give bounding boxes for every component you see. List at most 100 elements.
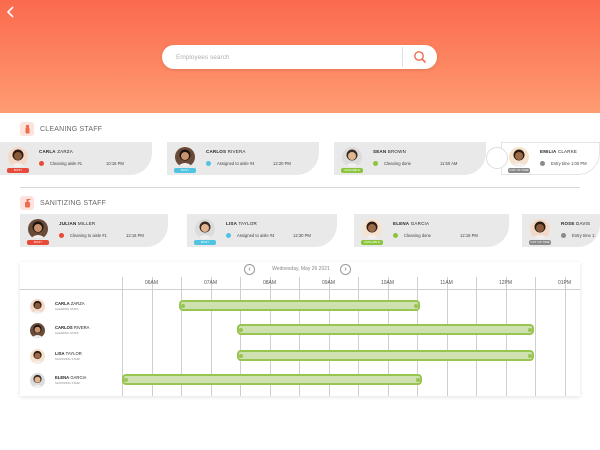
staff-time: 10:16 PM [106, 161, 124, 166]
staff-last-name: DAVIS [576, 221, 591, 226]
chevron-left-icon: ‹ [248, 266, 251, 273]
hour-label: 07AM [203, 280, 218, 286]
avatar [530, 219, 550, 239]
staff-task: Assigned to aisle #4 [237, 233, 275, 238]
staff-first-name: CARLOS [206, 149, 227, 154]
schedule-gridline [358, 277, 359, 396]
hour-label: 12PM [498, 280, 513, 286]
section-divider [20, 187, 580, 188]
staff-name: CARLA ZARZA [39, 149, 73, 154]
avatar [30, 349, 45, 364]
status-badge: BUSY [194, 240, 216, 245]
hour-label: 08AM [262, 280, 277, 286]
staff-name: SEAN BROWN [373, 149, 406, 154]
bar-handle-left[interactable] [239, 354, 244, 358]
sanitizing-staff-header: SANITIZING STAFF [20, 196, 106, 210]
section-title: CLEANING STAFF [40, 125, 103, 133]
status-badge: AVAILABLE [341, 168, 363, 173]
next-day-button[interactable]: › [340, 264, 351, 275]
schedule-staff-role: SANITIZING STAFF [55, 357, 81, 361]
section-title: SANITIZING STAFF [40, 199, 107, 207]
staff-first-name: LISA [55, 351, 65, 356]
schedule-gridline [181, 277, 182, 396]
status-badge: BUSY [7, 168, 29, 173]
shift-bar[interactable] [179, 300, 420, 311]
avatar [342, 147, 362, 167]
staff-name: CARLOS RIVERA [206, 149, 246, 154]
avatar [30, 373, 45, 388]
schedule-gridline [446, 277, 448, 396]
schedule-date: Wednesday, May 26 2021 [272, 266, 330, 272]
status-badge: AVAILABLE [361, 240, 383, 245]
shift-bar[interactable] [237, 350, 535, 361]
bar-handle-left[interactable] [124, 378, 128, 382]
staff-last-name: TAYLOR [65, 351, 82, 356]
schedule-gridline [210, 277, 212, 396]
bar-handle-right[interactable] [528, 328, 533, 332]
staff-name: ROSE DAVIS [561, 221, 590, 226]
avatar [362, 219, 382, 239]
avatar [30, 299, 45, 314]
staff-first-name: CARLA [39, 149, 56, 154]
bar-handle-left[interactable] [181, 304, 185, 308]
bar-handle-right[interactable] [413, 304, 418, 308]
sanitizer-icon [20, 196, 34, 210]
status-badge: BUSY [27, 240, 49, 245]
schedule-staff-name: CARLOS RIVERA [55, 325, 89, 330]
prev-day-button[interactable]: ‹ [244, 264, 255, 275]
status-badge: OUT OF TIME [529, 240, 551, 245]
bar-handle-right[interactable] [528, 354, 533, 358]
staff-task: Cleaning to aisle #1 [70, 233, 107, 238]
status-dot-icon [226, 233, 231, 238]
schedule-gridline [299, 277, 300, 396]
avatar [509, 147, 529, 167]
avatar-placeholder-ring [486, 147, 508, 169]
back-button[interactable] [6, 6, 20, 20]
schedule-staff-role: CLEANING STAFF [55, 331, 79, 335]
schedule-gridline [122, 277, 123, 396]
bar-handle-left[interactable] [239, 328, 244, 332]
status-dot-icon [561, 233, 566, 238]
schedule-gridline [151, 277, 153, 396]
schedule-header-line [20, 289, 580, 290]
chevron-right-icon: › [344, 266, 347, 273]
schedule-gridline [505, 277, 507, 396]
staff-last-name: GARCIA [410, 221, 430, 226]
status-dot-icon [373, 161, 378, 166]
staff-name: JULIAN MILLER [59, 221, 95, 226]
staff-first-name: ROSE [561, 221, 575, 226]
staff-last-name: RIVERA [73, 325, 90, 330]
status-dot-icon [39, 161, 44, 166]
staff-first-name: CARLOS [55, 325, 73, 330]
schedule-staff-name: CARLA ZARZA [55, 301, 85, 306]
staff-last-name: MILLER [77, 221, 96, 226]
avatar [8, 147, 28, 167]
staff-first-name: LISA [226, 221, 238, 226]
staff-task: Assigned to aisle #4 [217, 161, 255, 166]
schedule-staff-name: LISA TAYLOR [55, 351, 82, 356]
schedule-staff-role: CLEANING STAFF [55, 307, 79, 311]
staff-task: Entry time 1:00 PM [551, 161, 587, 166]
hour-label: 11AM [440, 280, 453, 286]
staff-last-name: CLARKE [557, 149, 578, 154]
staff-first-name: CARLA [55, 301, 70, 306]
shift-bar[interactable] [122, 374, 422, 385]
hour-label: 10AM [380, 280, 395, 286]
status-dot-icon [540, 161, 545, 166]
search-button[interactable] [403, 45, 437, 69]
shift-bar[interactable] [237, 324, 535, 335]
search-input[interactable] [176, 45, 406, 69]
schedule-staff-role: SANITIZING STAFF [55, 381, 81, 385]
bar-handle-right[interactable] [415, 378, 420, 382]
staff-time: 12:30 PM [293, 233, 311, 238]
schedule-gridline [535, 277, 536, 396]
staff-last-name: TAYLOR [238, 221, 257, 226]
schedule-gridline [476, 277, 477, 396]
search-icon [414, 51, 427, 64]
staff-time: 11:50 AM [440, 161, 458, 166]
staff-name: EMILIA CLARKE [540, 149, 577, 154]
avatar [195, 219, 215, 239]
hour-label: 09AM [321, 280, 336, 286]
hour-label: 01PM [557, 280, 572, 286]
search-divider [402, 47, 403, 67]
